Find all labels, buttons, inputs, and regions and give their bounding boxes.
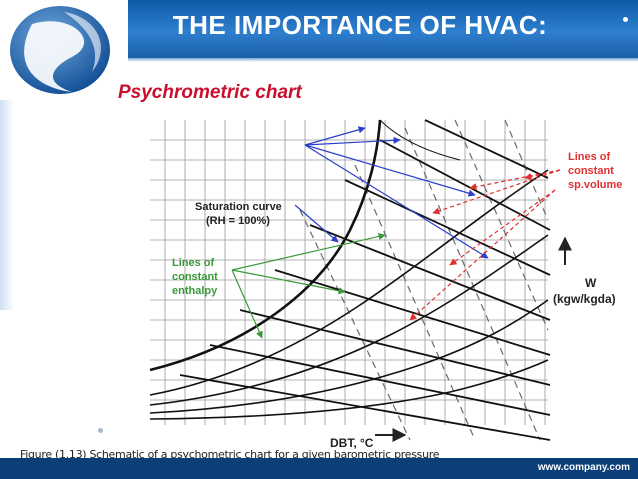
- volume-pointer-arrows: [409, 169, 561, 321]
- footer-url: www.company.com: [537, 462, 630, 473]
- header-shadow: [0, 58, 638, 62]
- volume-label: Lines of constant sp.volume: [568, 151, 622, 191]
- saturation-curve: [149, 119, 382, 372]
- enthalpy-label: Lines of constant enthalpy: [172, 257, 218, 297]
- saturation-pointer-arrows: [294, 126, 489, 259]
- volume-label-line2: constant: [568, 165, 614, 177]
- w-label-line1: W: [585, 276, 597, 290]
- w-label-line2: (kgw/kgda): [553, 292, 616, 306]
- enthalpy-label-line3: enthalpy: [172, 285, 218, 297]
- title-dot: [623, 17, 628, 22]
- slide-title: THE IMPORTANCE OF HVAC:: [172, 10, 548, 40]
- logo-panel: [0, 0, 128, 100]
- figure-caption: Figure (1.13) Schematic of a psychometri…: [20, 448, 440, 461]
- dbt-label: DBT, °C: [330, 436, 374, 450]
- saturation-label-line1: Saturation curve: [195, 201, 282, 213]
- saturation-curve-upper: [379, 119, 461, 161]
- footer-bar: www.company.com: [0, 458, 638, 479]
- enthalpy-pointer-arrows: [231, 232, 386, 339]
- side-strip: [0, 100, 14, 310]
- enthalpy-lines: [179, 119, 551, 441]
- volume-label-line3: sp.volume: [568, 179, 622, 191]
- w-label: W (kgw/kgda): [553, 276, 616, 306]
- company-logo-icon: [10, 6, 110, 94]
- specific-volume-lines: [299, 119, 549, 441]
- saturation-label-line2: (RH = 100%): [206, 215, 270, 227]
- enthalpy-label-line2: constant: [172, 271, 218, 283]
- slide-subtitle: Psychrometric chart: [118, 82, 302, 103]
- decorative-dot: [98, 428, 103, 433]
- enthalpy-label-line1: Lines of: [172, 257, 215, 269]
- saturation-label: Saturation curve (RH = 100%): [195, 201, 282, 227]
- volume-label-line1: Lines of: [568, 151, 611, 163]
- relative-humidity-curves: [149, 169, 549, 420]
